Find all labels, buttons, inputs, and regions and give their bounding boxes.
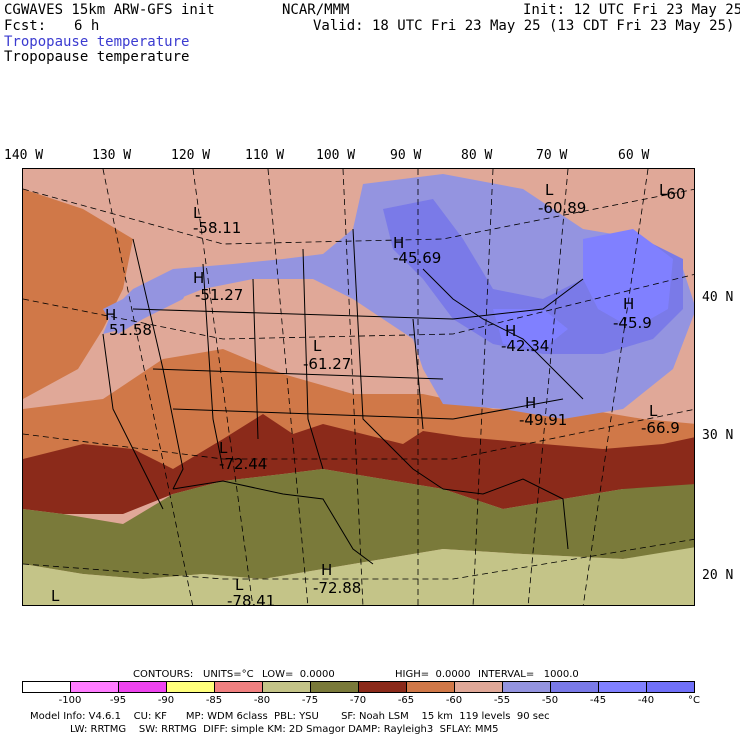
extremum-letter: H [505,322,517,340]
model-info-line1: Model Info: V4.6.1 CU: KF MP: WDM 6class… [30,711,550,722]
extremum-value: -78.41 [227,592,276,606]
color-bar [22,681,695,693]
colorbar-swatch [503,682,551,692]
colorbar-tick: -50 [541,695,559,706]
colorbar-swatch [407,682,455,692]
colorbar-units: °C [688,695,700,706]
contours-label: CONTOURS: [133,669,194,680]
colorbar-swatch [359,682,407,692]
colorbar-swatch [119,682,167,692]
extremum-value: -60.89 [538,199,587,217]
extremum-letter: H [105,306,117,324]
lon-label: 80 W [461,148,493,163]
extremum-value: -45.69 [393,249,442,267]
init-time: Init: 12 UTC Fri 23 May 25 [523,2,740,18]
extremum-letter: L [235,576,244,594]
lat-label: 40 N [702,290,734,305]
extremum-letter: L [51,587,60,605]
colorbar-swatch [167,682,215,692]
region-minus45-40 [583,229,673,329]
colorbar-tick: -90 [157,695,175,706]
colorbar-tick: -45 [589,695,607,706]
extremum-value: -66.9 [641,419,680,437]
extremum-letter: H [321,561,333,579]
model-info-line2: LW: RRTMG SW: RRTMG DIFF: simple KM: 2D … [70,724,499,735]
lon-label: 140 W [4,148,44,163]
lon-label: 120 W [171,148,211,163]
colorbar-swatch [71,682,119,692]
colorbar-swatch [215,682,263,692]
region-minus80-75 [23,547,694,605]
map-canvas [23,169,694,605]
fcst-label: Fcst: [4,18,47,34]
field-title-color: Tropopause temperature [4,34,190,50]
colorbar-tick: -80 [253,695,271,706]
extremum-letter: L [659,181,668,199]
colorbar-tick: -85 [205,695,223,706]
org-label: NCAR/MMM [282,2,350,18]
extremum-letter: L [313,337,322,355]
region-minus55-50 [103,174,694,419]
extremum-value: -72.44 [219,455,268,473]
colorbar-tick: -75 [301,695,319,706]
extremum-letter: H [193,269,205,287]
tropopause-temperature-map: L -58.11 H -45.69 L -60.89 L -60 H -51.2… [22,168,695,606]
region-minus65-60 [23,349,694,469]
extremum-value: 51.58 [109,321,152,339]
colorbar-swatch [599,682,647,692]
extremum-letter: H [525,394,537,412]
high-label: HIGH= 0.0000 [395,669,471,680]
lon-label: 70 W [536,148,568,163]
colorbar-tick: -40 [637,695,655,706]
region-minus75-70 [23,469,694,579]
extremum-value: -49.91 [519,411,568,429]
lon-label: 110 W [245,148,285,163]
valid-time: Valid: 18 UTC Fri 23 May 25 (13 CDT Fri … [313,18,735,34]
extremum-letter: H [623,295,635,313]
lon-label: 60 W [618,148,650,163]
extremum-letter: L [545,181,554,199]
extremum-value: -72.88 [313,579,362,597]
extremum-value: -42.34 [501,337,550,355]
extremum-value: -58.11 [193,219,242,237]
region-minus45-40 [493,309,568,349]
extremum-value: -51.27 [195,286,244,304]
colorbar-tick: -65 [397,695,415,706]
extremum-letter: L [219,439,228,457]
colorbar-swatch [551,682,599,692]
lon-label: 130 W [92,148,132,163]
region-minus65-60 [23,189,133,399]
extremum-value: -60 [661,185,686,203]
boundaries [102,228,584,565]
fcst-value: 6 h [74,18,100,34]
colorbar-tick: -55 [493,695,511,706]
extremum-letter: H [393,234,405,252]
lon-label: 90 W [390,148,422,163]
region-minus55-50 [103,279,193,334]
colorbar-swatch [455,682,503,692]
colorbar-swatch [263,682,311,692]
lat-label: 30 N [702,428,734,443]
lon-label: 100 W [316,148,356,163]
field-title-black: Tropopause temperature [4,49,190,65]
lat-label: 20 N [702,568,734,583]
colorbar-tick: -70 [349,695,367,706]
colorbar-swatch [647,682,694,692]
units-label: UNITS=°C [203,669,254,680]
colorbar-tick: -100 [58,695,82,706]
region-minus50-45 [383,199,683,354]
extremum-letter: L [193,204,202,222]
graticule [23,169,694,605]
colorbar-tick: -95 [109,695,127,706]
region-minus70-65 [23,414,694,514]
model-title: CGWAVES 15km ARW-GFS init [4,2,215,18]
colorbar-tick: -60 [445,695,463,706]
colorbar-swatch [311,682,359,692]
extremum-value: -45.9 [613,314,652,332]
colorbar-swatch [23,682,71,692]
extremum-value: -61.27 [303,355,352,373]
low-label: LOW= 0.0000 [262,669,335,680]
interval-label: INTERVAL= 1000.0 [478,669,579,680]
extremum-letter: L [649,402,658,420]
